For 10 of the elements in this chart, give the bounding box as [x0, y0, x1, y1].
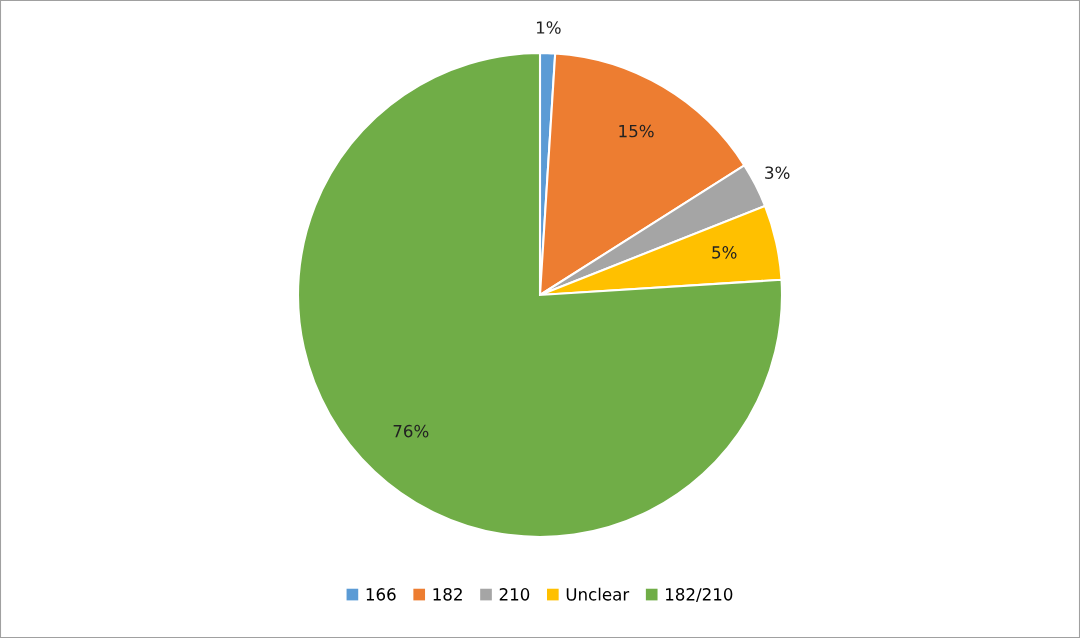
data-label: 15% — [619, 124, 654, 138]
legend-label: Unclear — [566, 587, 630, 601]
legend-label: 182 — [433, 588, 462, 601]
data-label: 76% — [393, 424, 429, 438]
data-label: 3% — [765, 166, 790, 179]
data-label: 5% — [712, 246, 737, 259]
legend-label: 210 — [499, 588, 530, 601]
data-label: 1% — [536, 21, 561, 34]
legend-label: 166 — [366, 588, 396, 601]
legend-label: 182/210 — [666, 588, 733, 602]
